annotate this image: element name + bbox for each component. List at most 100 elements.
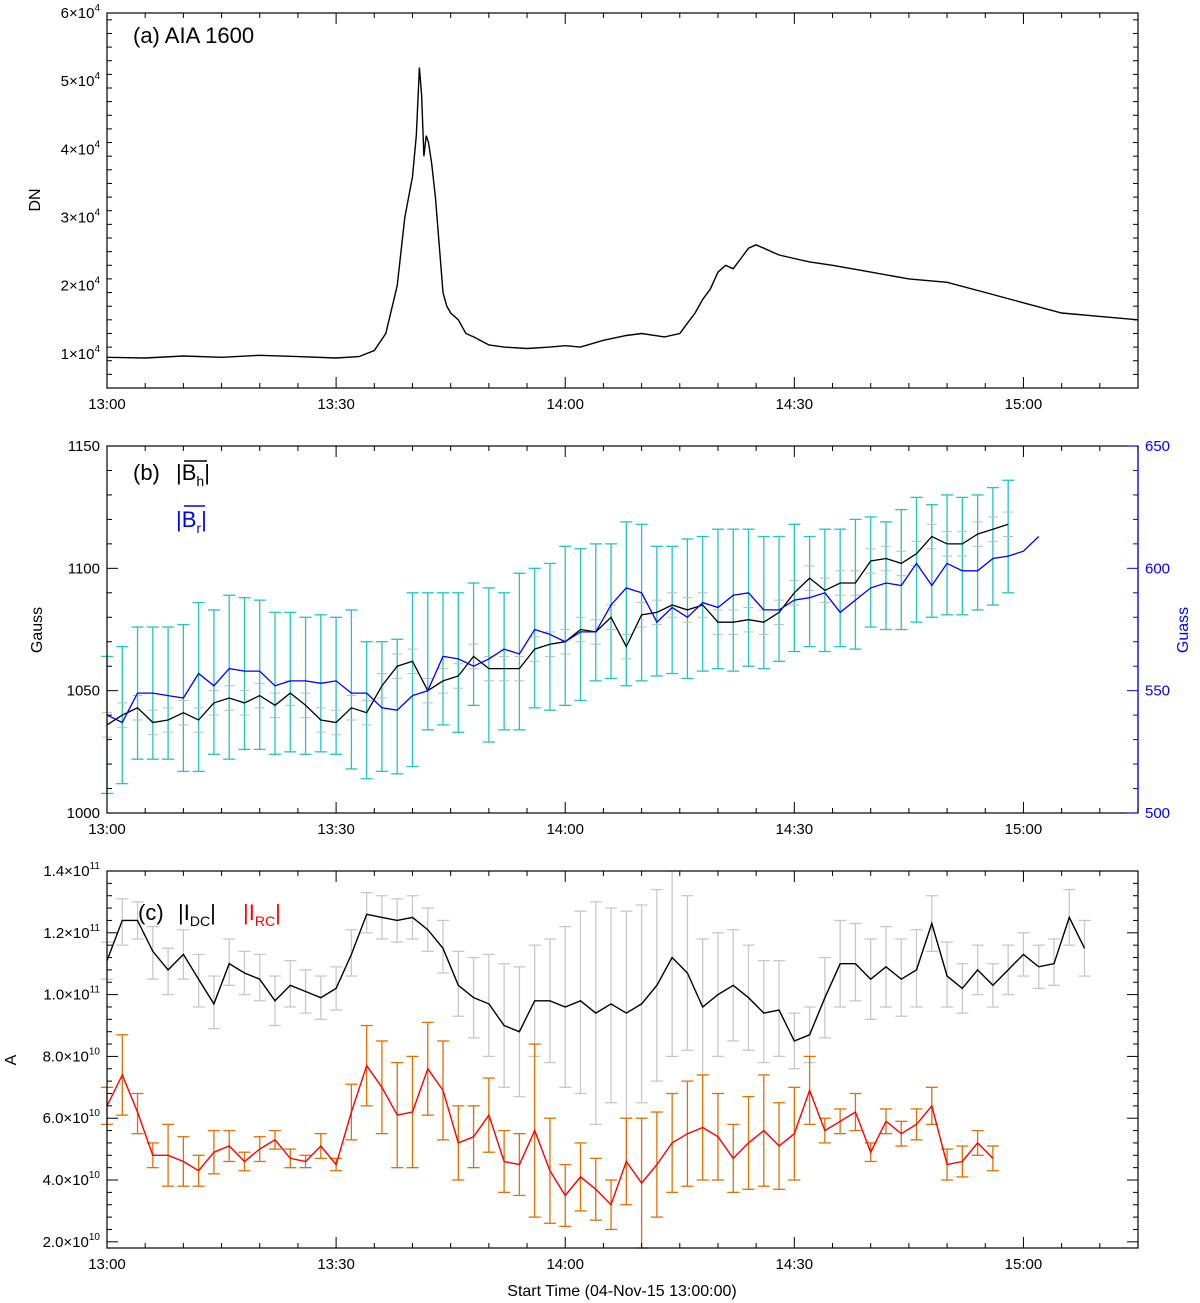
panel-c-xlabel: Start Time (04-Nov-15 13:00:00) xyxy=(507,1283,736,1300)
br-line xyxy=(106,536,1040,724)
panel-c-ticks: 13:00 13:30 14:00 14:30 15:00 2.0×1010 4.0×101… xyxy=(43,861,1139,1273)
errorbar-b xyxy=(238,597,251,751)
panel-a-ticks: 13:00 13:30 14:00 14:30 15:00 1×104 2×104 3×104… xyxy=(61,3,1139,413)
y-tick-label-right: 650 xyxy=(1145,438,1170,455)
errorbar-b xyxy=(834,528,847,648)
errorbar-b xyxy=(742,528,755,667)
y-tick-label: 8.0×1010 xyxy=(43,1046,101,1065)
errorbar-b xyxy=(727,528,740,672)
panel-b-data xyxy=(101,479,1040,795)
panel-c-currents: 13:00 13:30 14:00 14:30 15:00 2.0×1010 4.0×101… xyxy=(3,861,1139,1300)
x-tick-label: 14:00 xyxy=(546,1256,584,1273)
errorbar-b xyxy=(803,535,816,648)
panel-b-ticks: 13:00 13:30 14:00 14:30 15:00 1000 1050 1100 115… xyxy=(67,438,1170,838)
x-tick-label: 13:30 xyxy=(317,821,355,838)
errorbar-dc xyxy=(849,922,862,1002)
y-tick-label: 1.4×1011 xyxy=(43,861,100,880)
x-tick-label: 13:30 xyxy=(317,396,355,413)
errorbar-b xyxy=(605,543,618,680)
errorbar-b xyxy=(421,592,434,731)
irc-line xyxy=(106,1064,994,1206)
errorbar-b xyxy=(299,616,312,755)
x-tick-label: 13:00 xyxy=(88,1256,126,1273)
panel-c-label: (c) xyxy=(138,900,164,925)
x-tick-label: 14:30 xyxy=(776,396,814,413)
y-tick-label: 6×104 xyxy=(61,3,101,22)
errorbar-b xyxy=(986,486,999,606)
panel-a-aia1600: 13:00 13:30 14:00 14:30 15:00 1×104 2×104 3×104… xyxy=(27,3,1139,413)
panel-c-frame xyxy=(106,870,1139,1249)
panel-a-data xyxy=(106,67,1139,359)
errorbar-b xyxy=(528,567,541,709)
y-tick-label: 4×104 xyxy=(61,139,101,158)
aia1600-line xyxy=(106,67,1139,359)
errorbar-dc xyxy=(605,907,618,1104)
errorbar-dc xyxy=(437,919,450,974)
y-tick-label-right: 500 xyxy=(1145,805,1170,822)
y-tick-label: 1×104 xyxy=(61,344,101,363)
errorbar-b xyxy=(925,504,938,618)
errorbar-b xyxy=(375,641,388,773)
y-tick-label: 1000 xyxy=(67,805,100,822)
y-tick-label: 2×104 xyxy=(61,276,101,295)
errorbar-b xyxy=(406,592,419,768)
y-tick-label: 1.0×1011 xyxy=(43,985,100,1004)
panel-a-ylabel: DN xyxy=(27,188,44,211)
legend-br-text: |Br| xyxy=(176,507,207,536)
errorbar-b xyxy=(711,528,724,670)
errorbar-b xyxy=(269,611,282,755)
x-tick-label: 15:00 xyxy=(1005,396,1043,413)
x-tick-label: 13:30 xyxy=(317,1256,355,1273)
errorbar-dc xyxy=(895,938,908,1017)
errorbar-b xyxy=(620,521,633,687)
errorbar-dc xyxy=(284,959,297,1008)
panel-c-data xyxy=(101,870,1091,1249)
errorbar-b xyxy=(788,523,801,653)
errorbar-b xyxy=(864,516,877,628)
y-tick-label: 1050 xyxy=(67,683,100,700)
y-tick-label: 2.0×1010 xyxy=(43,1232,101,1251)
errorbar-b xyxy=(910,496,923,623)
x-tick-label: 13:00 xyxy=(88,396,126,413)
y-tick-label: 1.2×1011 xyxy=(43,923,100,942)
x-tick-label: 15:00 xyxy=(1005,821,1043,838)
errorbar-b xyxy=(589,543,602,682)
y-tick-label: 1150 xyxy=(68,438,100,455)
panel-a-label: (a) AIA 1600 xyxy=(133,23,254,48)
legend-idc-text: |IDC| xyxy=(178,900,216,929)
x-tick-label: 14:30 xyxy=(776,1256,814,1273)
legend-bh-text: |Bh| xyxy=(176,460,210,489)
errorbar-b xyxy=(696,535,709,672)
errorbar-b xyxy=(391,638,404,775)
panel-b-ylabel-right: Guass xyxy=(1175,607,1192,653)
errorbar-dc xyxy=(757,959,770,1064)
errorbar-dc xyxy=(253,953,266,1002)
errorbar-b xyxy=(482,587,495,743)
errorbar-b xyxy=(207,609,220,755)
panel-b-legend-br: |Br| xyxy=(176,505,207,536)
errorbar-dc xyxy=(146,925,159,980)
errorbar-dc xyxy=(192,953,205,1008)
panel-c-ylabel: A xyxy=(3,1054,20,1065)
errorbar-b xyxy=(162,626,175,760)
errorbar-b xyxy=(192,601,205,773)
errorbar-b xyxy=(498,592,511,731)
errorbar-b xyxy=(757,535,770,670)
x-tick-label: 15:00 xyxy=(1005,1256,1043,1273)
errorbar-b xyxy=(437,592,450,726)
y-tick-label: 1100 xyxy=(68,560,100,577)
panel-a-frame xyxy=(106,12,1139,389)
errorbar-b xyxy=(941,494,954,616)
errorbar-b xyxy=(559,545,572,706)
errorbar-b xyxy=(879,521,892,631)
errorbar-b xyxy=(345,609,358,770)
panel-b-label: (b) xyxy=(133,460,160,485)
errorbar-dc xyxy=(773,959,786,1058)
panel-b-legend-bh: |Bh| xyxy=(176,460,210,489)
errorbar-dc xyxy=(223,938,236,986)
x-tick-label: 14:30 xyxy=(776,821,814,838)
y-tick-label: 4.0×1010 xyxy=(43,1170,101,1189)
legend-irc-text: |IRC| xyxy=(243,900,281,929)
errorbar-b xyxy=(773,535,786,662)
